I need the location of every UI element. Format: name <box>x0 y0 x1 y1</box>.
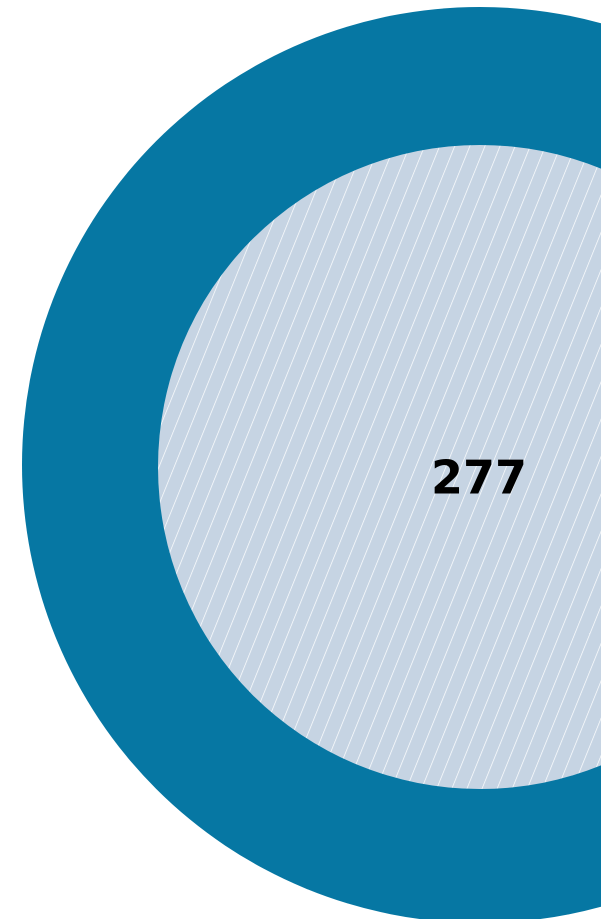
inner-circle <box>158 145 601 789</box>
value-label: 277 <box>431 451 527 505</box>
